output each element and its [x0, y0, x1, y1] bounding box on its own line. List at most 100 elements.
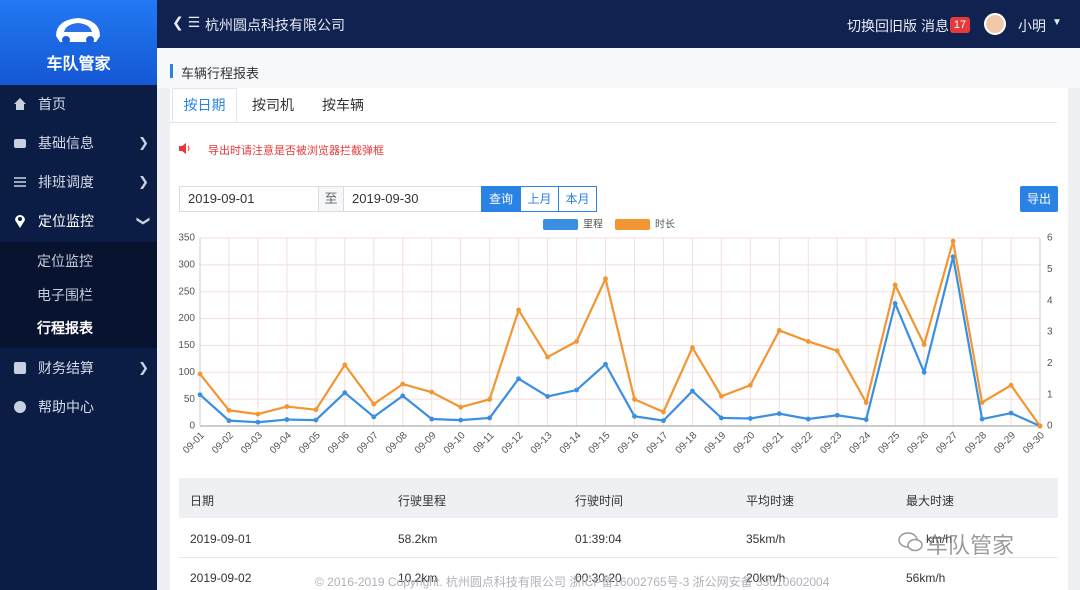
- series-point: [284, 417, 290, 422]
- series-point: [342, 390, 348, 396]
- legend-label: 里程: [583, 219, 603, 231]
- avatar[interactable]: [984, 13, 1006, 35]
- menu-label: 基础信息: [38, 135, 94, 151]
- series-point: [747, 416, 753, 421]
- series-point: [545, 354, 550, 360]
- series-point: [574, 339, 579, 344]
- tab[interactable]: 按日期: [183, 97, 226, 113]
- series-point: [805, 339, 811, 344]
- y2-tick-label: 4: [1047, 295, 1053, 306]
- series-point: [747, 382, 753, 388]
- x-tick-label: 09-09: [413, 430, 439, 456]
- title-bar: [157, 48, 1080, 88]
- notice: 导出时请注意是否被浏览器拦截弹框: [208, 145, 384, 157]
- user[interactable]: 小明: [1018, 18, 1046, 34]
- series-point: [487, 396, 493, 402]
- series-point: [834, 412, 840, 418]
- brand: 车队管家: [46, 56, 111, 73]
- query-button[interactable]: 查询: [481, 186, 521, 212]
- series-point: [342, 362, 348, 368]
- series-point: [718, 415, 724, 421]
- cell: 10.2km: [398, 571, 438, 585]
- x-tick-label: 09-10: [442, 430, 468, 456]
- company: 杭州圆点科技有限公司: [205, 17, 345, 33]
- cell: km/h: [926, 532, 953, 546]
- wechat-icon: [898, 532, 923, 552]
- series-point: [805, 416, 811, 422]
- x-tick-label: 09-18: [674, 430, 700, 456]
- tab[interactable]: 按车辆: [322, 97, 364, 113]
- arrow: ❯: [138, 135, 149, 150]
- messages[interactable]: 消息: [921, 18, 949, 34]
- x-tick-label: 09-12: [500, 430, 526, 456]
- arrow: ❯: [138, 360, 149, 375]
- badge: 17: [950, 17, 970, 33]
- series-point: [429, 389, 435, 395]
- series-point: [950, 238, 956, 244]
- legend-label: 时长: [655, 219, 675, 231]
- tab-line: [170, 122, 1057, 123]
- y-tick-label: 350: [178, 233, 195, 244]
- icon: [14, 362, 26, 374]
- column-header: 日期: [190, 494, 215, 508]
- series-point: [429, 416, 435, 422]
- this-month-button[interactable]: 本月: [558, 186, 597, 212]
- series-point: [863, 417, 869, 422]
- series-point: [690, 388, 695, 394]
- submenu-item[interactable]: 定位监控: [37, 253, 93, 269]
- x-tick-label: 09-29: [992, 430, 1018, 456]
- y2-tick-label: 2: [1047, 358, 1053, 369]
- series-point: [1008, 410, 1014, 416]
- tab[interactable]: 按司机: [252, 97, 294, 113]
- title-accent: [170, 64, 173, 78]
- logo-icon: [56, 18, 100, 44]
- cell: 01:39:04: [575, 532, 622, 546]
- back[interactable]: ❮ ☰: [172, 14, 201, 30]
- series-point: [979, 416, 985, 422]
- export-button[interactable]: 导出: [1020, 186, 1058, 212]
- series-point: [226, 407, 232, 413]
- legend-swatch: [543, 219, 578, 230]
- end-date[interactable]: 2019-09-30: [343, 186, 482, 212]
- submenu-item[interactable]: 行程报表: [37, 320, 93, 336]
- cell: 35km/h: [746, 532, 786, 546]
- table-header: [179, 478, 1058, 518]
- series-point: [690, 345, 695, 351]
- series-point: [400, 381, 406, 387]
- icon: [14, 401, 26, 413]
- cell: 2019-09-02: [190, 571, 252, 585]
- x-tick-label: 09-16: [616, 430, 642, 456]
- series-point: [574, 387, 579, 393]
- y2-tick-label: 0: [1047, 421, 1053, 432]
- menu-item[interactable]: 首页: [0, 86, 157, 122]
- menu-item[interactable]: 定位监控 ❯: [0, 203, 157, 239]
- y2-tick-label: 1: [1047, 389, 1053, 400]
- cell: 56km/h: [906, 571, 946, 585]
- watermark: 车队管家: [926, 533, 1015, 558]
- menu-label: 定位监控: [38, 213, 94, 229]
- menu-label: 财务结算: [38, 360, 94, 376]
- x-tick-label: 09-06: [326, 430, 352, 456]
- submenu-bg: [0, 242, 157, 348]
- x-tick-label: 09-13: [529, 430, 555, 456]
- caret: ▼: [1052, 17, 1062, 28]
- x-tick-label: 09-24: [847, 430, 873, 456]
- y-tick-label: 100: [178, 367, 195, 378]
- last-month-button[interactable]: 上月: [520, 186, 559, 212]
- menu-item[interactable]: 排班调度 ❯: [0, 164, 157, 200]
- menu-item[interactable]: 财务结算 ❯: [0, 350, 157, 386]
- series-line: [199, 256, 1041, 428]
- series-point: [1008, 382, 1014, 388]
- menu-item[interactable]: 基础信息 ❯: [0, 125, 157, 161]
- series-point: [661, 418, 666, 424]
- x-tick-label: 09-25: [876, 430, 902, 456]
- x-tick-label: 09-05: [297, 430, 323, 456]
- submenu-item[interactable]: 电子围栏: [37, 287, 93, 303]
- menu-item[interactable]: 帮助中心: [0, 389, 157, 425]
- switch-link[interactable]: 切换回旧版: [847, 18, 917, 34]
- series-point: [197, 392, 203, 398]
- series-point: [718, 393, 724, 399]
- start-date[interactable]: 2019-09-01: [179, 186, 319, 212]
- series-point: [255, 411, 261, 417]
